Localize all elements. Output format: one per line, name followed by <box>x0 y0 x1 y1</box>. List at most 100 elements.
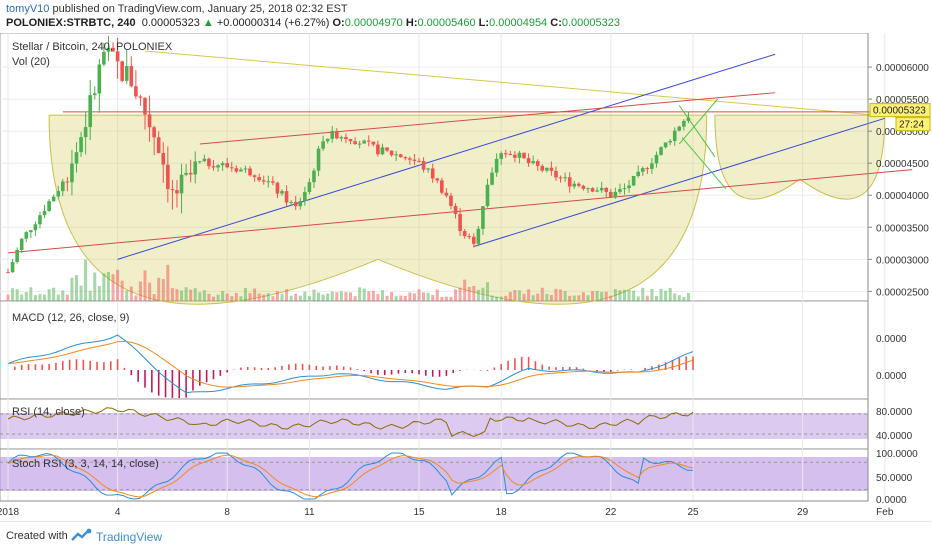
volume-bar <box>106 271 110 301</box>
candle-body <box>430 168 435 179</box>
volume-bar <box>586 295 590 301</box>
candle-body <box>42 211 47 216</box>
candle-body <box>289 201 293 203</box>
volume-bar <box>193 288 197 301</box>
volume-bar <box>554 288 558 301</box>
volume-bar <box>93 272 97 301</box>
candle-body <box>335 131 339 139</box>
countdown-box <box>895 117 931 132</box>
volume-bar <box>202 290 206 301</box>
macd-line <box>7 334 694 394</box>
candle-body <box>266 181 271 183</box>
candle-body <box>124 66 129 81</box>
candle-body <box>102 51 106 65</box>
candle-body <box>385 147 389 151</box>
volume-bar <box>298 295 302 301</box>
volume-bar <box>257 293 261 301</box>
wedge-line <box>678 98 719 145</box>
price-change: +0.00000314 (+6.27%) <box>216 17 330 29</box>
volume-bar <box>517 290 521 301</box>
candle-body <box>106 47 111 52</box>
candle-body <box>24 232 29 239</box>
last-price-label: 0.00005323 <box>873 106 926 117</box>
volume-bar <box>495 296 499 301</box>
candle-body <box>61 181 65 192</box>
volume-bar <box>88 290 92 301</box>
candle-body <box>362 140 366 144</box>
candle-body <box>303 191 307 201</box>
candle-body <box>143 97 147 115</box>
candle-body <box>156 137 161 154</box>
candle-body <box>120 61 124 81</box>
volume-label: Vol (20) <box>12 56 50 68</box>
volume-bar <box>677 295 681 301</box>
volume-bar <box>116 269 120 301</box>
volume-bar <box>129 286 133 301</box>
countdown-label: 27:24 <box>899 120 924 131</box>
volume-bar <box>161 279 165 301</box>
volume-bar <box>358 287 362 301</box>
price-tick-label: 0.00006000 <box>876 63 929 74</box>
candle-body <box>257 177 261 181</box>
volume-bar <box>563 291 567 301</box>
candle-body <box>650 163 654 169</box>
volume-bar <box>371 290 375 301</box>
panel-frame <box>0 33 869 302</box>
author-link[interactable]: tomyV10 <box>6 3 50 15</box>
candle-body <box>462 231 467 237</box>
time-tick-label: Feb <box>876 507 894 518</box>
footer-bar: Created with TradingView <box>0 521 932 551</box>
candle-body <box>508 153 513 155</box>
stoch-rsi-title: Stoch RSI (3, 3, 14, 14, close) <box>12 458 159 470</box>
volume-bar <box>422 292 426 301</box>
volume-bar <box>568 295 572 301</box>
volume-bar <box>403 295 407 301</box>
last-price-box <box>869 103 931 118</box>
high-label: H: <box>405 17 418 29</box>
stoch-k-line <box>7 452 694 500</box>
chart-canvas[interactable]: 0.00006000 0.00005500 0.00005000 0.00004500… <box>0 33 932 521</box>
volume-bar <box>444 296 448 301</box>
indicator-tick-label: 80.0000 <box>876 407 913 418</box>
volume-bar <box>449 296 453 301</box>
candle-body <box>19 238 24 250</box>
candle-body <box>435 178 440 181</box>
volume-bar <box>682 296 686 301</box>
price-tick-label: 0.00004000 <box>876 191 929 202</box>
volume-bar <box>134 295 138 301</box>
volume-bar <box>335 292 339 301</box>
volume-bar <box>33 295 37 301</box>
volume-bar <box>317 292 321 301</box>
main-chart-title: Stellar / Bitcoin, 240, POLONIEX <box>12 41 173 53</box>
candle-body <box>225 163 229 168</box>
volume-bar <box>143 270 147 301</box>
price-tick-label: 0.00004500 <box>876 159 929 170</box>
candle-body <box>440 180 444 193</box>
candle-body <box>609 191 613 198</box>
candle-body <box>307 182 312 192</box>
candle-body <box>513 154 517 158</box>
low-value: 0.00004954 <box>489 17 548 29</box>
volume-bar <box>376 294 380 301</box>
candle-body <box>216 165 220 168</box>
low-label: L: <box>478 17 490 29</box>
volume-bar <box>467 287 471 301</box>
candle-body <box>472 236 476 244</box>
candle-body <box>152 127 156 138</box>
volume-bar <box>221 291 225 301</box>
time-tick-label: 8 <box>224 507 230 518</box>
price-tick-label: 0.00003500 <box>876 223 929 234</box>
rsi-band <box>0 413 868 439</box>
volume-bar <box>230 296 234 301</box>
volume-bar <box>52 287 56 301</box>
price-tick-label: 0.00003000 <box>876 255 929 266</box>
time-tick-label: 4 <box>115 507 121 518</box>
volume-bar <box>412 293 416 301</box>
volume-bar <box>152 294 156 301</box>
volume-bar <box>79 285 83 301</box>
candle-body <box>672 130 677 141</box>
volume-bar <box>686 292 690 301</box>
volume-bar <box>435 289 439 301</box>
candle-body <box>79 137 83 153</box>
tradingview-brand-link[interactable]: TradingView <box>96 530 163 544</box>
